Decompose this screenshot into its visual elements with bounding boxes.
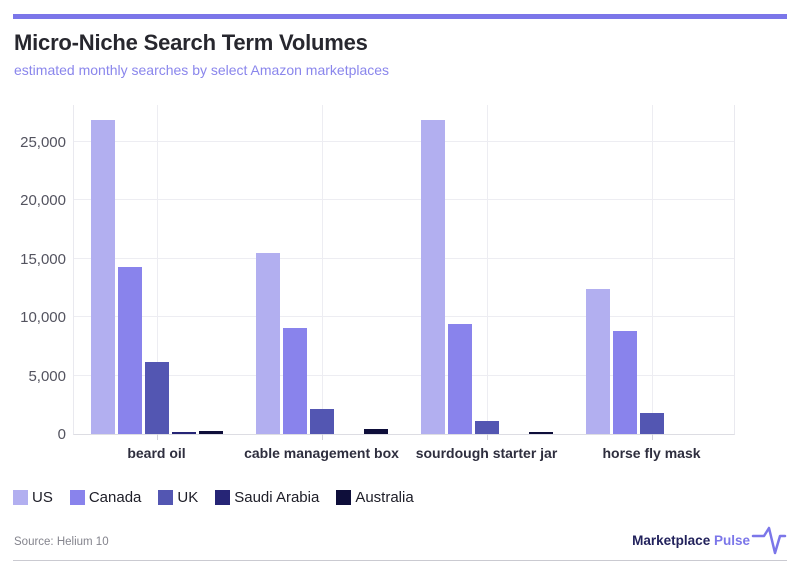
y-tick-label: 20,000 (20, 192, 66, 210)
gridline (74, 140, 734, 142)
accent-bar (13, 14, 787, 19)
y-axis: 0 5,000 10,000 15,000 20,000 25,000 (0, 105, 66, 443)
legend: US Canada UK Saudi Arabia Australia (13, 489, 414, 506)
legend-item-saudi-arabia: Saudi Arabia (215, 489, 319, 506)
gridline (74, 374, 734, 376)
vertical-gridline (321, 105, 323, 434)
bar-australia-cable-management-box (363, 429, 388, 434)
legend-swatch (13, 490, 28, 505)
chart-area: beard oil cable management box sourdough s… (73, 105, 735, 461)
bar-uk-beard-oil (144, 362, 169, 434)
bar-australia-sourdough-starter-jar (528, 432, 553, 434)
y-tick-label: 10,000 (20, 309, 66, 327)
vertical-gridline (156, 105, 158, 434)
pulse-waveform-icon (751, 526, 787, 555)
legend-item-canada: Canada (69, 489, 142, 506)
bar-us-horse-fly-mask (585, 289, 610, 434)
bar-group (74, 105, 239, 434)
vertical-gridline (486, 105, 488, 434)
bar-group (569, 105, 734, 434)
bar-canada-beard-oil (117, 267, 142, 434)
bar-group (404, 105, 569, 434)
legend-label: Australia (355, 489, 414, 506)
y-tick-label: 5,000 (28, 367, 66, 385)
category-label: sourdough starter jar (415, 445, 558, 461)
bar-uk-cable-management-box (309, 409, 334, 434)
bar-australia-beard-oil (198, 431, 223, 434)
category-cell-beard-oil: beard oil (74, 105, 239, 461)
legend-label: UK (177, 489, 199, 506)
legend-label: Saudi Arabia (234, 489, 320, 506)
y-tick-label: 25,000 (20, 133, 66, 151)
legend-swatch (69, 490, 85, 505)
bar-uk-sourdough-starter-jar (474, 421, 499, 434)
bar-us-beard-oil (90, 120, 115, 434)
bar-canada-horse-fly-mask (612, 331, 637, 434)
category-label: beard oil (127, 445, 186, 461)
source-credit: Source: Helium 10 (14, 536, 109, 548)
category-cell-sourdough-starter-jar: sourdough starter jar (404, 105, 569, 461)
legend-item-australia: Australia (336, 489, 414, 506)
gridline (74, 316, 734, 318)
bar-us-cable-management-box (255, 253, 280, 434)
legend-swatch (336, 490, 352, 505)
x-tick (651, 434, 653, 440)
category-label: horse fly mask (602, 445, 701, 461)
page-title: Micro-Niche Search Term Volumes (14, 30, 368, 55)
page-subtitle: estimated monthly searches by select Ama… (14, 62, 390, 78)
bar-uk-horse-fly-mask (639, 413, 664, 434)
legend-swatch (215, 490, 231, 505)
legend-item-uk: UK (158, 489, 198, 506)
x-tick (156, 434, 158, 440)
vertical-gridline (651, 105, 653, 434)
legend-swatch (158, 490, 174, 505)
category-cell-cable-management-box: cable management box (239, 105, 404, 461)
x-tick (486, 434, 488, 440)
y-tick-label: 0 (57, 426, 66, 443)
brand-logo: Marketplace Pulse (632, 524, 787, 556)
footer-divider (13, 560, 787, 561)
bar-canada-cable-management-box (282, 328, 307, 434)
y-tick-label: 15,000 (20, 250, 66, 268)
category-cell-horse-fly-mask: horse fly mask (569, 105, 734, 461)
legend-item-us: US (13, 489, 53, 506)
legend-label: Canada (88, 489, 142, 506)
x-tick (321, 434, 323, 440)
gridline (74, 199, 734, 201)
category-label: cable management box (244, 445, 399, 461)
legend-label: US (32, 489, 53, 506)
gridline (74, 257, 734, 259)
bar-group (239, 105, 404, 434)
bar-us-sourdough-starter-jar (420, 120, 445, 434)
gridlines (74, 105, 734, 434)
bar-saudi-arabia-beard-oil (171, 432, 196, 434)
brand-name-primary: Marketplace (632, 532, 711, 548)
bar-canada-sourdough-starter-jar (447, 324, 472, 434)
brand-name-accent: Pulse (713, 532, 750, 548)
